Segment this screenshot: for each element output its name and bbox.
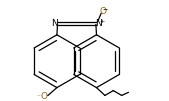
Text: O: O <box>99 7 106 16</box>
Text: N: N <box>95 19 102 28</box>
Text: −: − <box>103 7 108 12</box>
Text: O: O <box>40 92 47 101</box>
Text: N: N <box>52 19 58 28</box>
Text: +: + <box>99 18 104 24</box>
